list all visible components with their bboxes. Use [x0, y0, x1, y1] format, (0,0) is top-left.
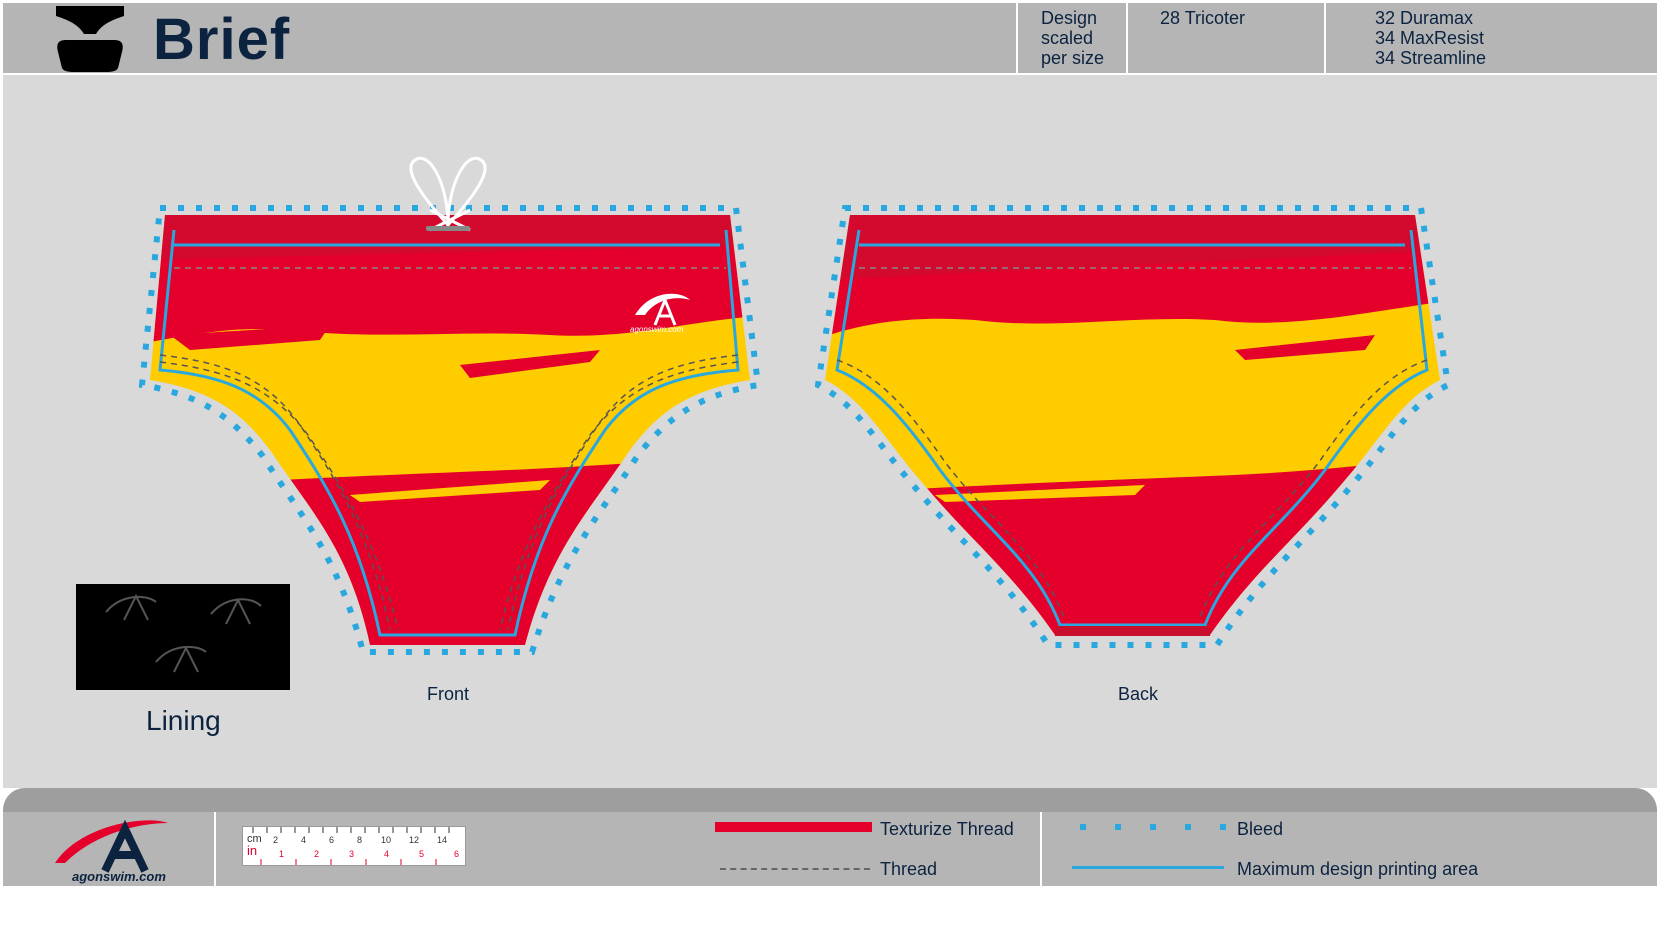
thread-swatch: [720, 868, 870, 870]
header-bar: [3, 3, 1657, 73]
back-brief-drawing: [815, 205, 1452, 648]
ruler-in-tick: 6: [454, 849, 459, 859]
garment-logo-text: agonswim.com: [630, 325, 684, 334]
fabric-option: 34 MaxResist: [1375, 28, 1485, 48]
garment-logo: agonswim.com: [630, 293, 690, 334]
ruler-cm-tick: 12: [409, 835, 419, 845]
drawstring-icon: [409, 156, 487, 232]
lining-logo-pattern: [105, 593, 262, 673]
header-divider: [1016, 3, 1018, 73]
front-view-label: Front: [427, 684, 470, 704]
fabric-option: 34 Streamline: [1375, 48, 1487, 68]
brief-icon: [56, 6, 124, 72]
fabric-options: 32 Duramax 34 MaxResist 34 Streamline: [1375, 8, 1486, 68]
header-divider: [1126, 3, 1128, 73]
max-print-area-swatch: [1072, 866, 1224, 869]
back-view-label: Back: [1118, 684, 1159, 704]
ruler-cm-tick: 14: [437, 835, 447, 845]
legend-thread: Thread: [880, 859, 938, 879]
design-note: Design scaled per size: [1041, 8, 1104, 68]
ruler-in-tick: 3: [349, 849, 354, 859]
design-note-line: per size: [1041, 48, 1105, 68]
back-print: [825, 215, 1440, 635]
bleed-swatch: [1080, 824, 1226, 830]
ruler-cm-tick: 10: [381, 835, 391, 845]
footer-logo-text: agonswim.com: [72, 869, 166, 884]
legend-bleed: Bleed: [1237, 819, 1284, 839]
texturize-thread-swatch: [715, 822, 872, 832]
ruler-cm-tick: 8: [357, 835, 362, 845]
footer-divider: [214, 812, 216, 886]
legend-max-print-area: Maximum design printing area: [1237, 859, 1479, 879]
ruler-cm-label: cm: [247, 833, 262, 845]
ruler-in-tick: 1: [279, 849, 284, 859]
ruler-in-tick: 2: [314, 849, 319, 859]
lining-swatch: [76, 584, 290, 690]
agonswim-logo-icon: agonswim.com: [55, 819, 168, 884]
ruler-cm-tick: 4: [301, 835, 306, 845]
ruler-cm-tick: 2: [273, 835, 278, 845]
page-title: Brief: [153, 7, 291, 72]
ruler-in-label: in: [247, 843, 257, 858]
legend-texturize-thread: Texturize Thread: [880, 819, 1014, 839]
front-brief-drawing: agonswim.com: [138, 156, 762, 655]
header-divider: [1324, 3, 1326, 73]
footer-divider: [1040, 812, 1042, 886]
lining-label: Lining: [146, 705, 221, 736]
design-note-line: scaled: [1041, 28, 1094, 48]
ruler-in-tick: 4: [384, 849, 389, 859]
footer-bar: [3, 788, 1657, 814]
ruler: cm in 2 4 6 8 10 12 14 1 2 3 4 5 6: [242, 826, 466, 866]
ruler-cm-tick: 6: [329, 835, 334, 845]
fabric-option: 32 Duramax: [1375, 8, 1474, 28]
fabric-option-tricoter: 28 Tricoter: [1160, 8, 1246, 28]
design-note-line: Design: [1041, 8, 1098, 28]
ruler-in-tick: 5: [419, 849, 424, 859]
